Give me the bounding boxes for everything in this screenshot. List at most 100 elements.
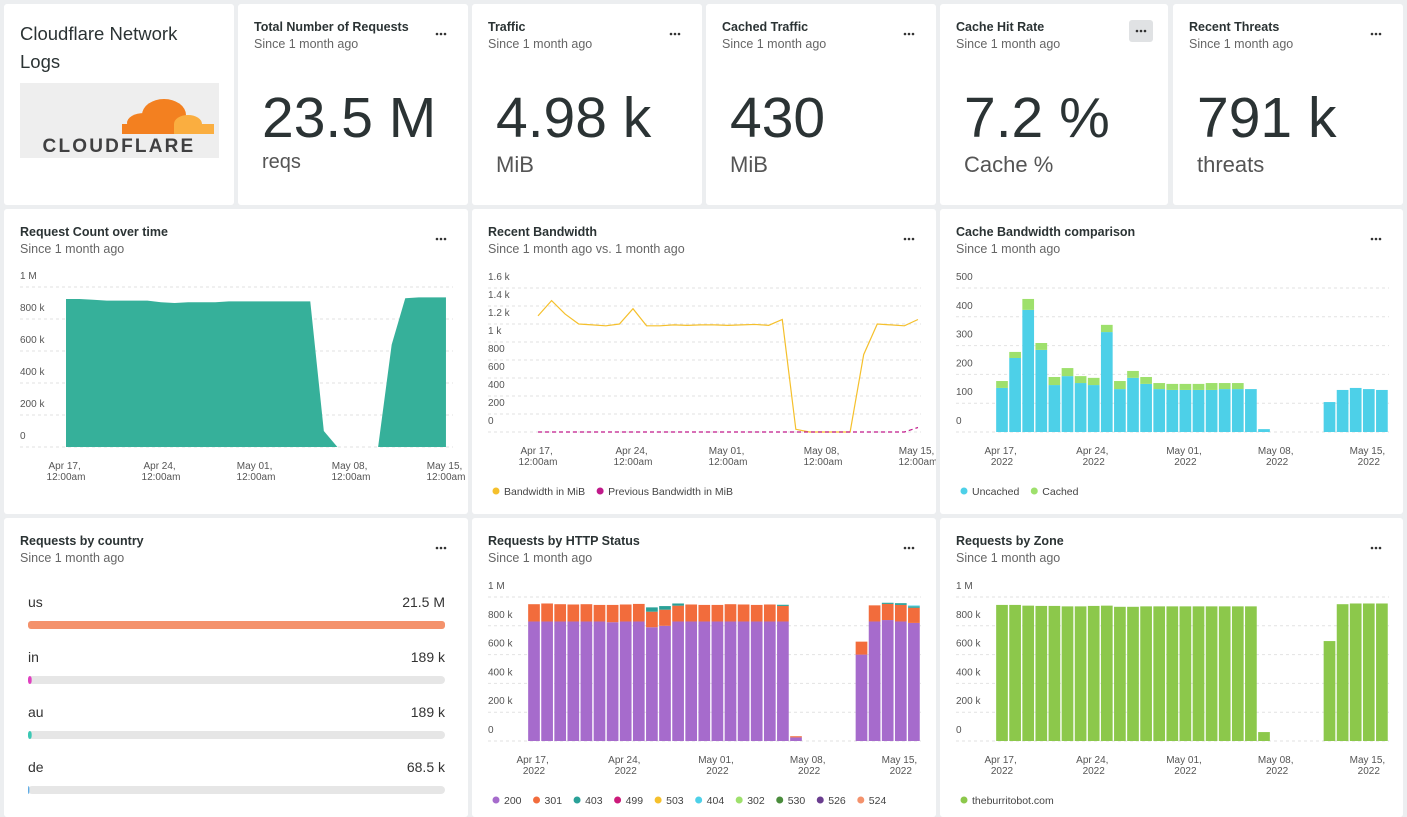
country-panel-svg: Requests by country Since 1 month ago us 21…	[20, 534, 447, 794]
menu-dot	[911, 237, 915, 241]
stat-unit: threats	[1197, 152, 1264, 177]
legend-swatch	[614, 796, 622, 804]
menu-button[interactable]	[669, 32, 681, 36]
menu-button[interactable]	[435, 237, 447, 241]
chart-title: Requests by country	[20, 534, 144, 548]
chart-panel: Requests by HTTP Status Since 1 month ago…	[472, 518, 936, 817]
menu-dot	[677, 32, 681, 36]
country-name: us	[28, 594, 43, 610]
bar	[996, 381, 1008, 388]
bar	[881, 602, 894, 604]
bar	[606, 604, 619, 623]
chart-title: Recent Bandwidth	[488, 225, 597, 239]
bar	[541, 621, 553, 741]
x-tick-label: May 15, 12:00am	[898, 446, 936, 468]
y-tick-label: 800 k	[488, 610, 513, 621]
menu-dot	[439, 32, 443, 36]
stat-unit: MiB	[496, 152, 534, 177]
menu-dot	[903, 546, 907, 550]
logo-cloud	[122, 124, 212, 134]
y-tick-label: 1 M	[488, 581, 505, 592]
bar	[1231, 389, 1244, 432]
bar	[1074, 383, 1087, 432]
bar	[1245, 389, 1257, 432]
menu-button[interactable]	[903, 546, 915, 550]
x-tick-label: May 08, 2022	[1258, 755, 1296, 777]
bar	[632, 603, 645, 622]
stat-card: Total Number of Requests Since 1 month ag…	[238, 4, 468, 205]
chart-panel: Requests by Zone Since 1 month ago 0 200 k 4…	[940, 518, 1403, 817]
legend-label: Uncached	[972, 486, 1019, 498]
bar	[528, 604, 540, 622]
menu-button[interactable]	[1370, 546, 1382, 550]
bar	[659, 609, 671, 626]
legend-label: 301	[545, 795, 563, 807]
bar	[1022, 298, 1035, 310]
bar	[790, 737, 802, 741]
chart-subtitle: Since 1 month ago vs. 1 month ago	[488, 242, 685, 256]
chart-subtitle: Since 1 month ago	[20, 551, 124, 565]
y-tick-label: 800 k	[956, 610, 981, 621]
bar	[1336, 389, 1349, 432]
bar	[528, 621, 540, 741]
bar	[724, 604, 737, 622]
y-tick-label: 0	[20, 431, 26, 442]
x-tick-label: May 01, 12:00am	[709, 446, 748, 468]
x-tick-label: May 08, 12:00am	[332, 461, 371, 483]
menu-button[interactable]	[1370, 237, 1382, 241]
bar	[1205, 389, 1218, 432]
country-value: 189 k	[411, 649, 446, 665]
bar	[908, 605, 920, 607]
x-tick-label: May 15, 12:00am	[426, 461, 465, 483]
bar	[1166, 606, 1179, 741]
bar	[593, 621, 606, 741]
x-tick-label: May 01, 12:00am	[237, 461, 276, 483]
legend-swatch	[960, 487, 968, 495]
bar	[1035, 343, 1048, 350]
stat-card: Recent Threats Since 1 month ago 791 k thre…	[1173, 4, 1403, 205]
bar	[1258, 429, 1270, 432]
x-tick-label: May 15, 2022	[882, 755, 920, 777]
bar	[1035, 605, 1048, 741]
bar-track	[28, 786, 445, 794]
menu-dot	[907, 546, 911, 550]
y-tick-label: 1 k	[488, 326, 502, 337]
card-title: Cached Traffic	[722, 20, 808, 34]
stat-value: 791 k	[1197, 86, 1337, 150]
stat-value: 23.5 M	[262, 86, 436, 150]
logo-cloud	[127, 113, 161, 133]
bar-track	[28, 676, 445, 684]
bar	[28, 786, 30, 794]
card-subtitle: Since 1 month ago	[488, 37, 592, 51]
menu-button[interactable]	[903, 32, 915, 36]
bar	[763, 604, 776, 622]
legend-swatch	[492, 487, 500, 495]
bar	[881, 620, 894, 741]
chart-panel-svg: Cache Bandwidth comparison Since 1 month …	[956, 225, 1389, 498]
bar	[750, 604, 763, 622]
chart-title: Cache Bandwidth comparison	[956, 225, 1135, 239]
bar	[1048, 605, 1061, 741]
card-subtitle: Since 1 month ago	[722, 37, 826, 51]
logo-cloud	[142, 99, 186, 131]
menu-button[interactable]	[1129, 20, 1153, 42]
bar	[894, 603, 907, 605]
menu-button[interactable]	[435, 32, 447, 36]
bar	[606, 622, 619, 741]
bar	[1048, 385, 1061, 432]
legend-label: Cached	[1042, 486, 1078, 498]
x-tick-label: Apr 17, 2022	[984, 755, 1019, 777]
menu-dot	[435, 237, 439, 241]
stat-value: 430	[730, 86, 825, 150]
menu-button[interactable]	[903, 237, 915, 241]
legend-label: 524	[869, 795, 887, 807]
chart-panel: Cache Bandwidth comparison Since 1 month …	[940, 209, 1403, 514]
menu-button[interactable]	[435, 546, 447, 550]
legend-swatch	[1030, 487, 1038, 495]
y-tick-label: 1 M	[20, 271, 37, 282]
menu-dot	[435, 32, 439, 36]
y-tick-label: 600	[488, 362, 505, 373]
y-tick-label: 0	[488, 725, 494, 736]
menu-dot	[435, 546, 439, 550]
menu-button[interactable]	[1370, 32, 1382, 36]
